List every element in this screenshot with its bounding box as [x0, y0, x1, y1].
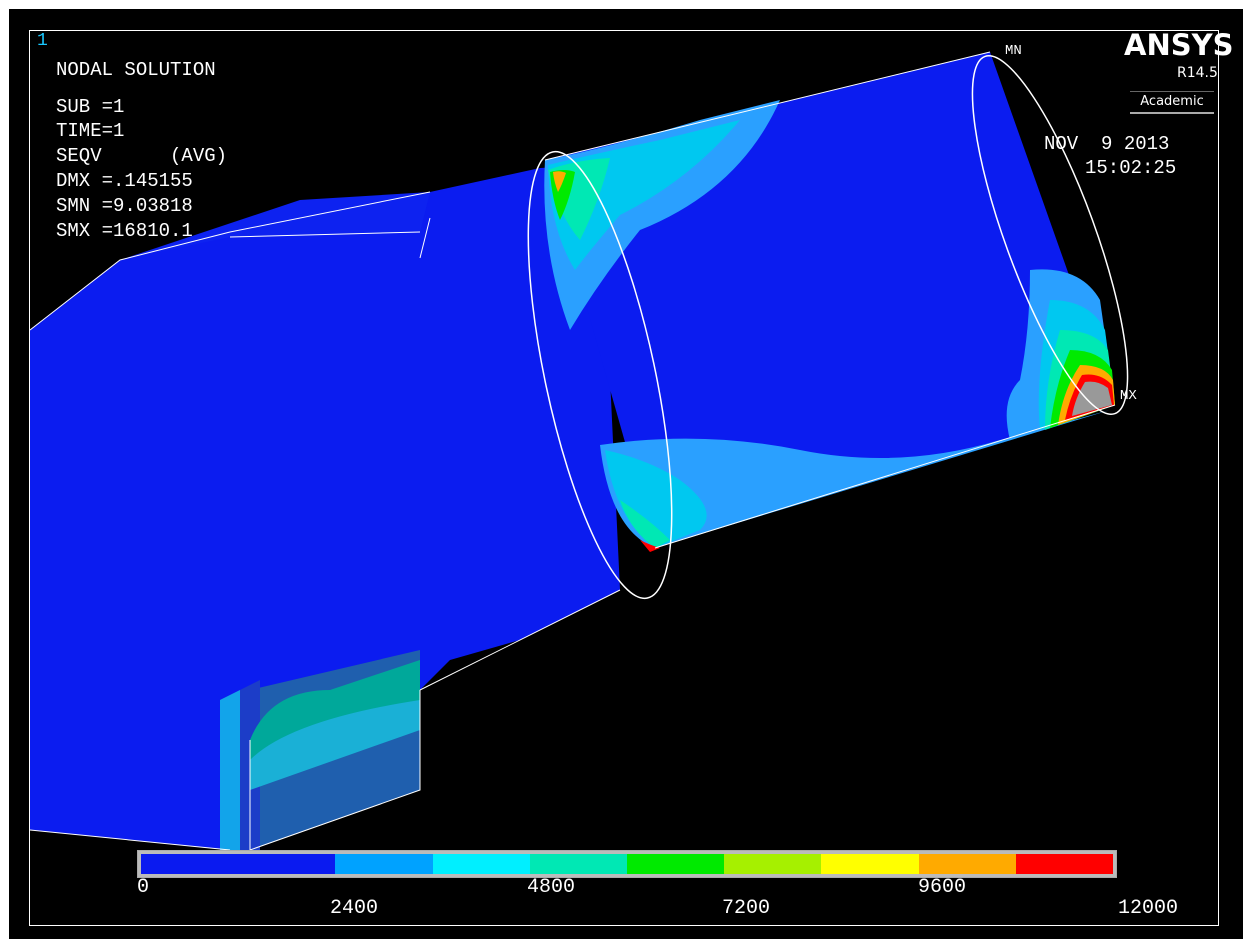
time-label: 15:02:25 — [1085, 157, 1177, 179]
legend-tick-12000: 12000 — [1118, 897, 1179, 920]
legend-color-segment — [627, 854, 725, 874]
min-marker: MN — [1005, 43, 1022, 59]
solution-line-seqv: SEQV (AVG) — [56, 145, 228, 167]
legend-color-segment — [335, 854, 433, 874]
legend-color-segment — [821, 854, 919, 874]
flange-ring — [527, 150, 673, 600]
solution-title: NODAL SOLUTION — [56, 59, 216, 81]
solution-line-sub: SUB =1 — [56, 96, 125, 118]
solution-line-time: TIME=1 — [56, 120, 125, 142]
pipe-end-ring — [971, 55, 1129, 415]
release-label: R14.5 — [1177, 65, 1218, 81]
elbow-top-face — [120, 192, 430, 260]
solution-line-dmx: DMX =.145155 — [56, 170, 193, 192]
legend-color-segment — [918, 854, 1016, 874]
legend-color-segment — [432, 854, 530, 874]
license-badge: Academic — [1130, 91, 1214, 114]
legend-color-segment — [529, 854, 628, 874]
fea-model-plot[interactable] — [9, 9, 1243, 939]
legend-color-segment — [1015, 854, 1114, 874]
graphics-viewport[interactable] — [9, 9, 1243, 939]
solution-line-smx: SMX =16810.1 — [56, 220, 193, 242]
legend-tick-2400: 2400 — [330, 897, 379, 920]
elbow-body — [30, 165, 620, 850]
ansys-logo: ANSYS — [1124, 28, 1234, 62]
date-label: NOV 9 2013 — [1044, 133, 1170, 155]
contour-legend-bar — [137, 850, 1117, 878]
max-marker: MX — [1120, 388, 1137, 404]
plot-frame — [29, 30, 1219, 926]
legend-tick-0: 0 — [137, 876, 150, 899]
legend-tick-7200: 7200 — [722, 897, 771, 920]
legend-color-segment — [141, 854, 336, 874]
legend-tick-4800: 4800 — [527, 876, 576, 899]
solution-line-smn: SMN =9.03818 — [56, 195, 193, 217]
legend-color-segment — [724, 854, 822, 874]
window-number: 1 — [37, 31, 48, 51]
legend-tick-9600: 9600 — [918, 876, 967, 899]
